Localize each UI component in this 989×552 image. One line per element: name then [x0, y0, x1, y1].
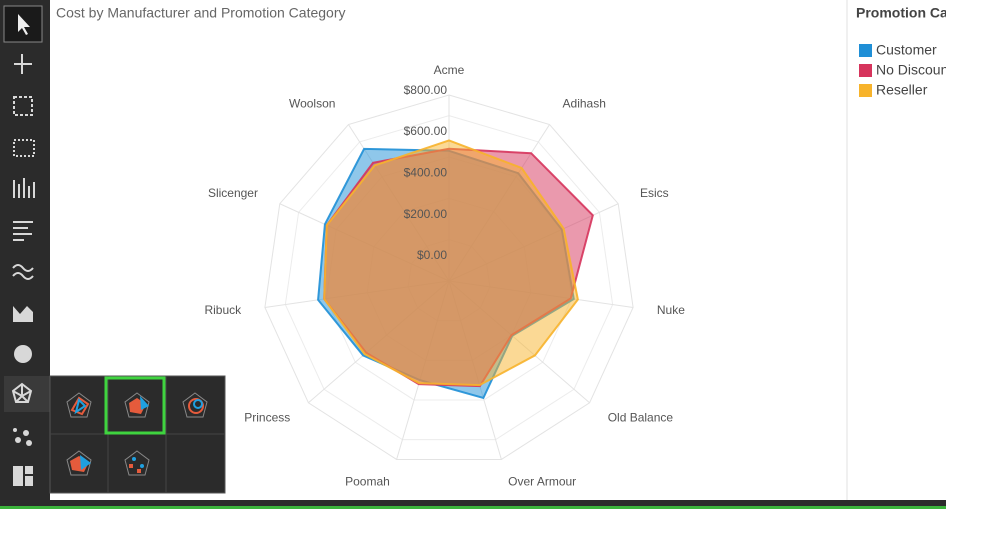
- scatter-icon[interactable]: [13, 428, 32, 446]
- radial-tick-label: $600.00: [404, 124, 448, 138]
- category-label: Princess: [244, 411, 290, 425]
- line-icon[interactable]: [12, 264, 34, 280]
- radar-option[interactable]: [182, 392, 208, 418]
- add-icon[interactable]: [14, 54, 32, 74]
- category-label: Nuke: [657, 303, 685, 317]
- grid-ring: [284, 115, 614, 441]
- radial-tick-label: $200.00: [404, 207, 448, 221]
- treemap-icon[interactable]: [13, 466, 33, 486]
- toolbar-icons[interactable]: [3, 5, 50, 486]
- radar-option[interactable]: [124, 392, 150, 418]
- category-label: Slicenger: [208, 186, 258, 200]
- radial-tick-label: $400.00: [404, 166, 448, 180]
- selected-option[interactable]: [104, 376, 166, 435]
- legend: Promotion Cat Customer No Discoun Reseller: [856, 5, 953, 98]
- legend-label: Reseller: [876, 82, 928, 98]
- pointer-icon: [18, 14, 30, 35]
- outer-ring: [264, 94, 634, 460]
- radar-icon: [11, 382, 33, 403]
- category-label: Woolson: [289, 97, 335, 111]
- chart-title: Cost by Manufacturer and Promotion Categ…: [56, 5, 345, 21]
- legend-title: Promotion Cat: [856, 5, 953, 21]
- radar-option[interactable]: [66, 450, 92, 476]
- legend-swatch: [859, 44, 872, 57]
- pie-icon[interactable]: [14, 345, 32, 363]
- toolbar: [0, 0, 50, 500]
- table-icon[interactable]: [13, 139, 35, 157]
- radar-popup: [49, 375, 226, 494]
- category-label: Adihash: [563, 97, 606, 111]
- category-label: Esics: [640, 186, 669, 200]
- column-icon[interactable]: [13, 178, 35, 198]
- area-icon[interactable]: [13, 306, 33, 322]
- category-label: Over Armour: [508, 475, 576, 489]
- radar-option[interactable]: [124, 450, 150, 476]
- radial-tick-label: $0.00: [417, 248, 447, 262]
- lasso-icon[interactable]: [13, 96, 33, 116]
- category-label: Acme: [434, 63, 465, 77]
- status-bar: [0, 500, 946, 506]
- legend-swatch: [859, 64, 872, 77]
- radial-tick-label: $800.00: [404, 83, 448, 97]
- bar-icon[interactable]: [13, 221, 33, 241]
- radar-option[interactable]: [66, 392, 92, 418]
- status-accent: [0, 506, 946, 509]
- legend-swatch: [859, 84, 872, 97]
- category-label: Old Balance: [608, 411, 674, 425]
- legend-label: No Discoun: [876, 62, 948, 78]
- category-label: Poomah: [345, 475, 390, 489]
- legend-label: Customer: [876, 42, 937, 58]
- series-area: [323, 139, 579, 387]
- category-label: Ribuck: [204, 303, 242, 317]
